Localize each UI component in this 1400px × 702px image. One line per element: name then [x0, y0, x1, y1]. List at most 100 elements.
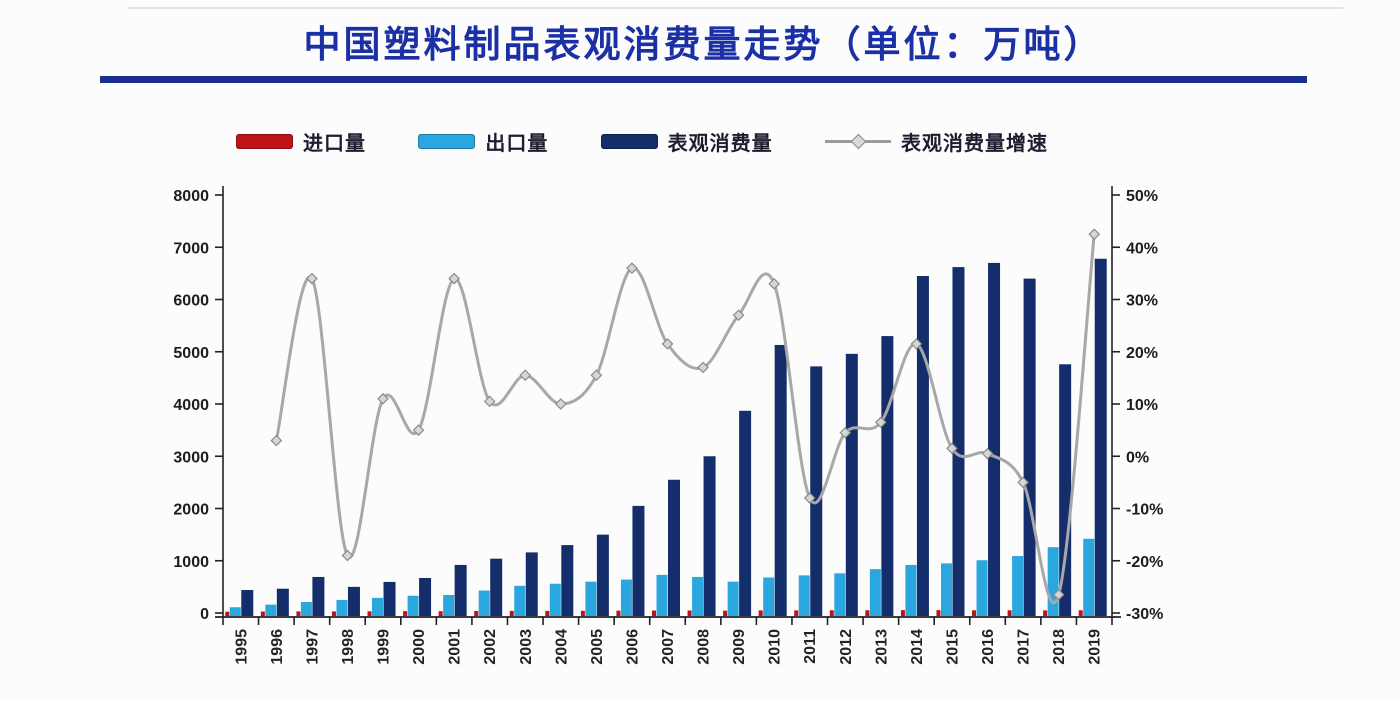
y-axis-tick-label: 4000	[173, 397, 209, 414]
bar-consumption-2005	[596, 534, 609, 616]
bar-import-2014	[900, 610, 905, 616]
growth-rate-line	[274, 232, 1096, 605]
bar-import-2009	[723, 610, 728, 616]
bar-consumption-2018	[1059, 364, 1072, 616]
bar-import-2016	[972, 610, 977, 616]
growth-marker	[519, 369, 532, 382]
bar-consumption-1995	[241, 590, 254, 616]
bar-import-2006	[616, 610, 621, 616]
bar-import-1998	[331, 611, 336, 616]
x-axis-year-label: 2017	[1016, 629, 1033, 665]
bar-consumption-2003	[525, 552, 538, 616]
x-axis-year-label: 2010	[767, 629, 784, 665]
bar-import-2003	[509, 610, 514, 616]
bar-export-2013	[869, 569, 881, 616]
import-color-swatch	[236, 133, 293, 149]
bar-export-2003	[514, 585, 526, 616]
legend-label-imports: 进口量	[303, 132, 366, 155]
bar-export-2000	[407, 595, 419, 616]
y-axis-right-tick-label: -30%	[1126, 606, 1163, 623]
legend-label-exports: 出口量	[485, 132, 549, 155]
growth-marker	[661, 338, 674, 350]
bar-import-2005	[580, 610, 585, 616]
bar-import-2010	[758, 610, 763, 616]
growth-marker	[590, 369, 603, 382]
x-axis-year-label: 2007	[660, 629, 677, 665]
growth-marker	[1052, 588, 1065, 601]
legend-item-consumption: 表观消费量	[600, 127, 773, 156]
bar-consumption-2002	[490, 558, 503, 616]
bar-export-2019	[1083, 538, 1095, 616]
growth-marker	[448, 272, 460, 285]
bar-import-1999	[367, 611, 372, 616]
x-axis-year-label: 2005	[589, 629, 606, 665]
bar-export-2008	[692, 576, 704, 616]
x-axis-year-label: 1996	[269, 629, 286, 665]
bar-export-2017	[1012, 556, 1024, 616]
x-axis-year-label: 2011	[802, 629, 819, 664]
bar-consumption-2019	[1094, 258, 1107, 616]
growth-marker	[554, 398, 567, 410]
legend-item-imports: 进口量	[236, 127, 366, 156]
bar-export-2001	[443, 594, 455, 616]
bar-consumption-2004	[561, 545, 574, 616]
growth-marker	[377, 392, 389, 405]
y-axis-right-tick-label: 50%	[1126, 188, 1158, 205]
y-axis-right-tick-label: -20%	[1126, 554, 1163, 571]
growth-marker	[341, 549, 354, 562]
growth-marker	[875, 416, 887, 429]
bar-consumption-2006	[632, 505, 645, 616]
x-axis-year-label: 2016	[980, 629, 997, 665]
bar-export-2010	[763, 577, 775, 616]
bar-consumption-1996	[276, 588, 289, 616]
bar-consumption-2016	[988, 262, 1001, 616]
y-axis-tick-label: 0	[200, 606, 209, 623]
y-axis-tick-label: 2000	[173, 502, 209, 519]
x-axis-year-label: 2009	[731, 629, 748, 665]
bar-export-2015	[940, 563, 952, 616]
growth-marker	[946, 442, 958, 455]
growth-marker	[626, 262, 638, 274]
y-axis-tick-label: 7000	[173, 240, 209, 257]
x-axis-year-label: 2015	[944, 629, 961, 665]
x-axis-year-label: 1998	[340, 629, 357, 665]
bar-consumption-1999	[383, 581, 396, 616]
legend-item-growth: 表观消费量增速	[824, 127, 1048, 156]
bar-export-2006	[620, 579, 632, 616]
top-hairline	[128, 7, 1343, 9]
x-axis-year-label: 2013	[873, 629, 890, 665]
growth-marker	[1017, 476, 1029, 489]
chart-legend: 进口量 出口量 表观消费量 表观消费量增速	[236, 124, 1048, 158]
bar-export-1999	[372, 597, 384, 616]
x-axis-year-label: 2014	[909, 629, 926, 665]
bar-export-2011	[798, 575, 810, 616]
title-underline	[100, 76, 1307, 83]
bar-export-2004	[549, 583, 561, 616]
bar-export-2014	[905, 564, 917, 616]
bar-export-2018	[1047, 547, 1059, 616]
growth-marker	[768, 277, 781, 290]
bar-export-2009	[727, 581, 739, 616]
growth-marker	[412, 424, 425, 436]
export-color-swatch	[418, 133, 476, 149]
y-axis-right-tick-label: 0%	[1126, 449, 1149, 466]
bar-import-1996	[260, 611, 265, 616]
x-axis-year-label: 2000	[411, 629, 428, 665]
bar-import-2002	[474, 611, 479, 616]
x-axis-year-label: 2001	[447, 629, 464, 665]
growth-marker	[270, 434, 283, 447]
bar-export-2007	[656, 574, 668, 616]
bar-export-1995	[229, 607, 241, 616]
bar-consumption-1998	[347, 586, 360, 616]
legend-label-growth: 表观消费量增速	[900, 132, 1048, 155]
chart-title: 中国塑料制品表观消费量走势（单位：万吨）	[303, 24, 1104, 65]
bar-export-1997	[300, 602, 312, 616]
growth-line-swatch	[824, 133, 891, 150]
bar-import-2007	[652, 610, 656, 616]
y-axis-right-tick-label: 30%	[1126, 293, 1158, 310]
consumption-color-swatch	[600, 133, 658, 149]
y-axis-tick-label: 6000	[173, 293, 209, 310]
x-axis-year-label: 1997	[304, 629, 321, 665]
bar-consumption-1997	[312, 576, 325, 616]
